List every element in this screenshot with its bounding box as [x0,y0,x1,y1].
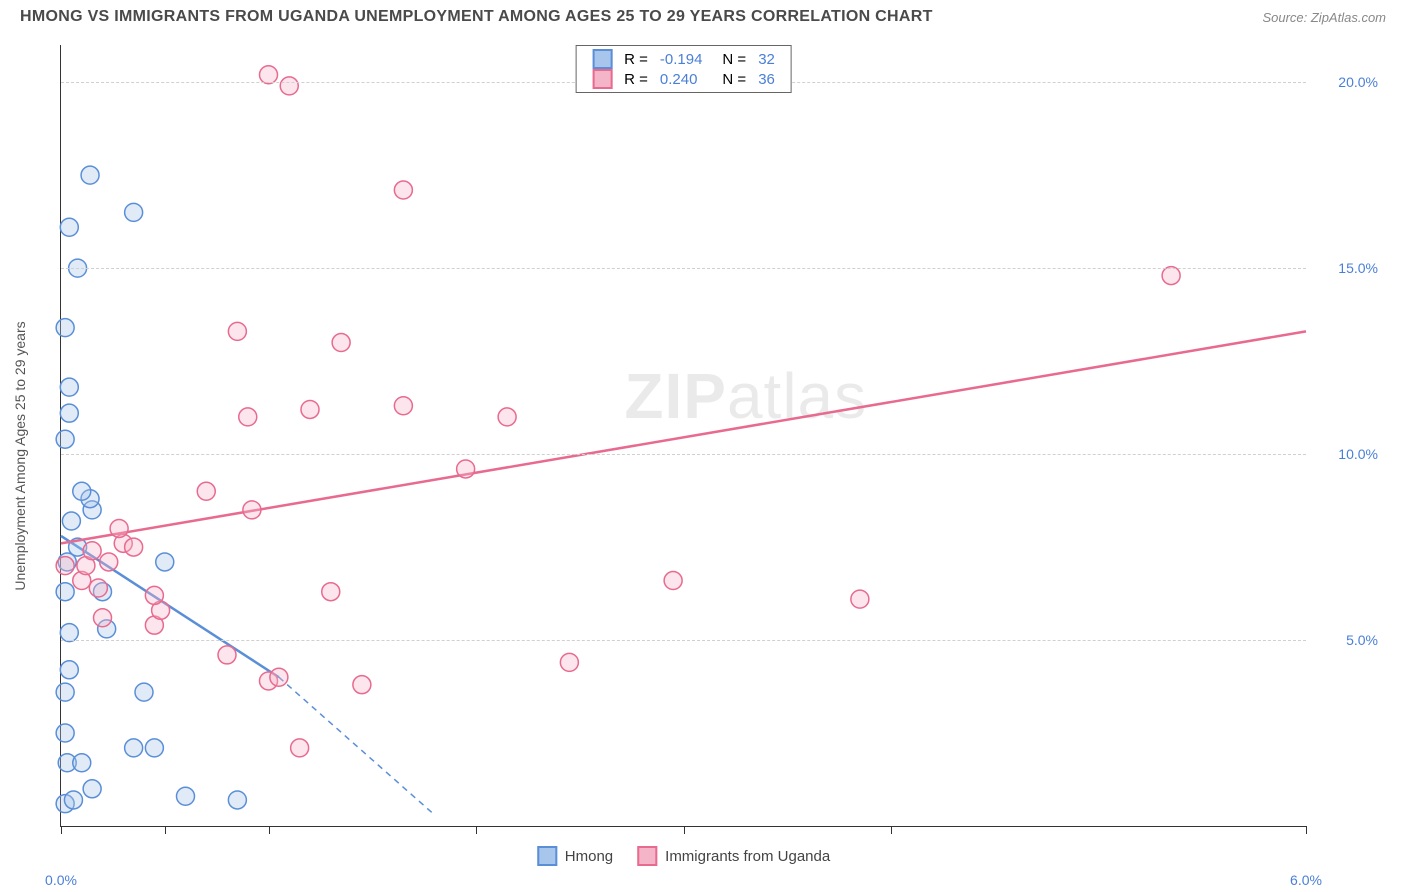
data-point [270,668,288,686]
data-point [260,66,278,84]
data-point [394,397,412,415]
data-point [56,683,74,701]
data-point [156,553,174,571]
y-tick-label: 10.0% [1338,446,1378,462]
data-point [280,77,298,95]
data-point [664,572,682,590]
legend-r-value: -0.194 [654,49,709,69]
y-axis-label: Unemployment Among Ages 25 to 29 years [12,321,28,590]
legend-row: R =-0.194N =32 [586,49,781,69]
data-point [145,739,163,757]
data-point [145,586,163,604]
data-point [125,739,143,757]
data-point [301,400,319,418]
data-point [83,780,101,798]
data-point [60,378,78,396]
x-tick [891,826,892,834]
data-point [197,482,215,500]
data-point [60,218,78,236]
data-point [62,512,80,530]
legend-item: Immigrants from Uganda [637,846,830,866]
chart-area: Unemployment Among Ages 25 to 29 years Z… [50,45,1386,867]
data-point [56,583,74,601]
data-point [560,653,578,671]
data-point [135,683,153,701]
data-point [83,542,101,560]
series-legend: Hmong Immigrants from Uganda [537,846,830,866]
y-tick-label: 15.0% [1338,260,1378,276]
x-tick-label: 0.0% [45,872,77,888]
legend-r-label: R = [618,69,654,89]
data-point [89,579,107,597]
data-point [73,482,91,500]
data-point [56,724,74,742]
legend-r-label: R = [618,49,654,69]
legend-item: Hmong [537,846,613,866]
data-point [56,319,74,337]
data-point [218,646,236,664]
data-point [64,791,82,809]
data-point [110,519,128,537]
data-point [56,430,74,448]
data-point [228,791,246,809]
data-point [60,661,78,679]
legend-label: Immigrants from Uganda [665,848,830,865]
y-tick-label: 5.0% [1346,632,1378,648]
legend-r-value: 0.240 [654,69,709,89]
gridline [61,268,1306,269]
data-point [60,624,78,642]
legend-n-value: 36 [752,69,781,89]
legend-n-label: N = [708,49,752,69]
data-point [243,501,261,519]
data-point [125,538,143,556]
data-point [1162,267,1180,285]
correlation-legend: R =-0.194N =32R =0.240N =36 [575,45,792,93]
legend-row: R =0.240N =36 [586,69,781,89]
y-tick-label: 20.0% [1338,74,1378,90]
scatter-svg [61,45,1306,826]
data-point [60,404,78,422]
data-point [498,408,516,426]
x-tick [684,826,685,834]
plot-region: ZIPatlas R =-0.194N =32R =0.240N =36 Hmo… [60,45,1306,827]
x-tick-label: 6.0% [1290,872,1322,888]
data-point [177,787,195,805]
legend-swatch [592,69,612,89]
legend-swatch [537,846,557,866]
data-point [322,583,340,601]
chart-source: Source: ZipAtlas.com [1262,10,1386,25]
data-point [73,754,91,772]
legend-n-value: 32 [752,49,781,69]
chart-title: HMONG VS IMMIGRANTS FROM UGANDA UNEMPLOY… [20,8,933,26]
x-tick [269,826,270,834]
gridline [61,454,1306,455]
data-point [56,557,74,575]
data-point [291,739,309,757]
x-tick [1306,826,1307,834]
data-point [457,460,475,478]
legend-label: Hmong [565,848,613,865]
x-tick [165,826,166,834]
data-point [125,203,143,221]
gridline [61,640,1306,641]
data-point [81,166,99,184]
data-point [100,553,118,571]
x-tick [61,826,62,834]
data-point [94,609,112,627]
data-point [394,181,412,199]
legend-n-label: N = [708,69,752,89]
chart-header: HMONG VS IMMIGRANTS FROM UGANDA UNEMPLOY… [0,0,1406,30]
legend-swatch [637,846,657,866]
data-point [332,334,350,352]
data-point [851,590,869,608]
data-point [228,322,246,340]
x-tick [476,826,477,834]
data-point [353,676,371,694]
legend-swatch [592,49,612,69]
data-point [239,408,257,426]
